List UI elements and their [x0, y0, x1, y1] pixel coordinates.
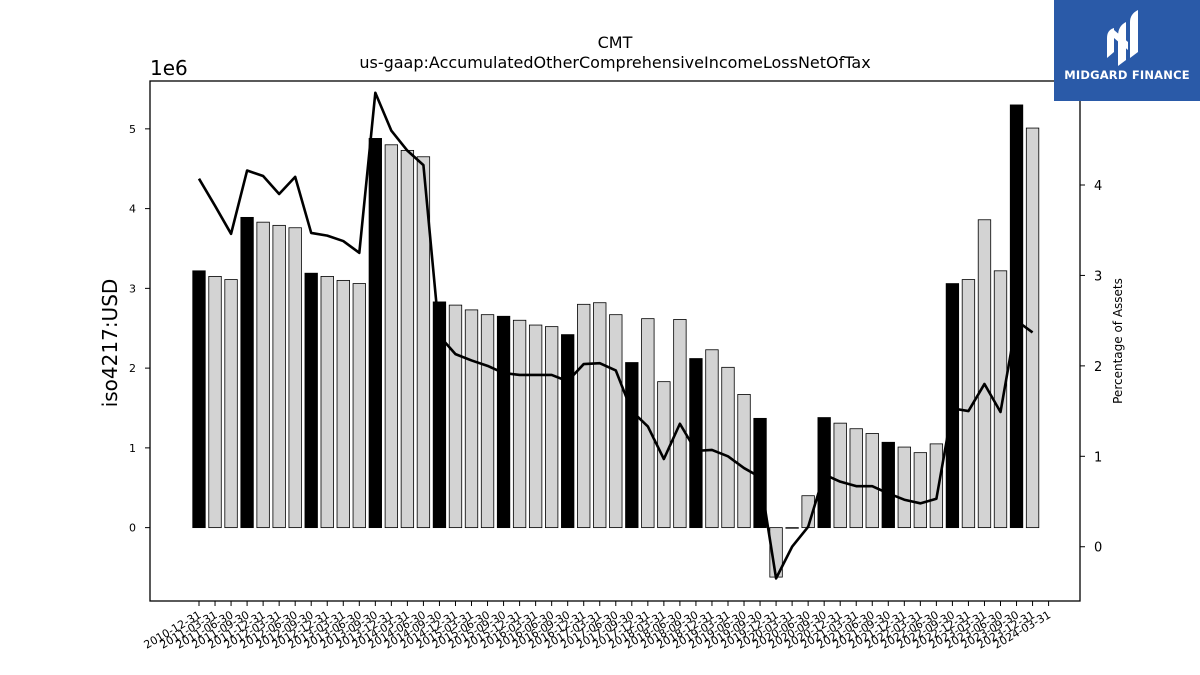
bar	[528, 324, 543, 529]
bar	[240, 216, 254, 529]
y-tick-label: 5	[129, 123, 136, 136]
bar	[512, 319, 527, 529]
y2-tick-label: 0	[1094, 541, 1102, 556]
y2-tick-label: 4	[1094, 179, 1102, 194]
line-group	[197, 91, 1034, 580]
bar	[480, 314, 495, 529]
bar	[1009, 104, 1024, 529]
y-tick-label: 0	[129, 522, 136, 535]
bar	[577, 303, 591, 529]
y-tick-label: 2	[129, 362, 136, 375]
chart-subtitle: us-gaap:AccumulatedOtherComprehensiveInc…	[359, 53, 870, 72]
bar	[977, 219, 992, 529]
y-tick-label: 4	[129, 203, 136, 216]
bar	[721, 366, 735, 529]
bar	[416, 156, 431, 529]
bar	[929, 443, 944, 529]
bar	[384, 144, 399, 529]
bar	[288, 227, 302, 529]
bar	[689, 358, 703, 529]
bar	[705, 349, 719, 529]
bar	[993, 270, 1008, 529]
bar	[464, 309, 479, 529]
y-tick-label: 1	[129, 442, 136, 455]
bar	[448, 304, 463, 529]
brand-logo: MIDGARD FINANCE	[1054, 0, 1200, 101]
bar	[609, 314, 623, 529]
y2-tick-label: 3	[1094, 269, 1102, 284]
bar	[881, 441, 895, 529]
bar	[785, 527, 799, 529]
bar	[849, 428, 863, 529]
y2-tick-label: 2	[1094, 360, 1102, 375]
bar	[961, 279, 976, 529]
bar	[208, 275, 222, 529]
y-offset-label: 1e6	[150, 56, 188, 80]
logo-mark-icon	[1107, 10, 1138, 66]
bar	[368, 138, 382, 529]
bar	[865, 433, 879, 529]
y2-tick-label: 1	[1094, 450, 1102, 465]
bar	[272, 224, 286, 529]
bar	[545, 326, 559, 529]
y2-axis-label: Percentage of Assets	[1111, 278, 1125, 404]
axes-group: 0123450123452010-12-312011-03-312011-06-…	[129, 89, 1102, 652]
bar	[256, 221, 270, 529]
bar	[657, 381, 671, 529]
bar	[320, 275, 334, 529]
bar	[224, 279, 238, 529]
chart-title: CMT	[598, 33, 633, 52]
bar	[336, 279, 350, 529]
bar	[641, 318, 655, 529]
bar	[432, 301, 447, 529]
logo-text: MIDGARD FINANCE	[1064, 68, 1190, 82]
bar	[913, 452, 927, 529]
bar	[817, 417, 831, 529]
bar	[352, 283, 366, 529]
bar	[192, 270, 206, 529]
bar	[304, 272, 318, 529]
bar	[400, 149, 415, 529]
bar	[833, 422, 847, 529]
bar	[897, 446, 911, 529]
bar	[593, 302, 607, 529]
bar	[496, 315, 511, 529]
percentage-line	[197, 91, 1034, 580]
bars-group	[192, 104, 1040, 578]
bar	[945, 283, 960, 529]
bar	[625, 362, 639, 529]
plot-frame	[149, 80, 1081, 602]
y-axis-label: iso4217:USD	[98, 279, 122, 408]
bar	[561, 334, 575, 529]
y-tick-label: 3	[129, 282, 136, 295]
bar	[737, 394, 751, 529]
